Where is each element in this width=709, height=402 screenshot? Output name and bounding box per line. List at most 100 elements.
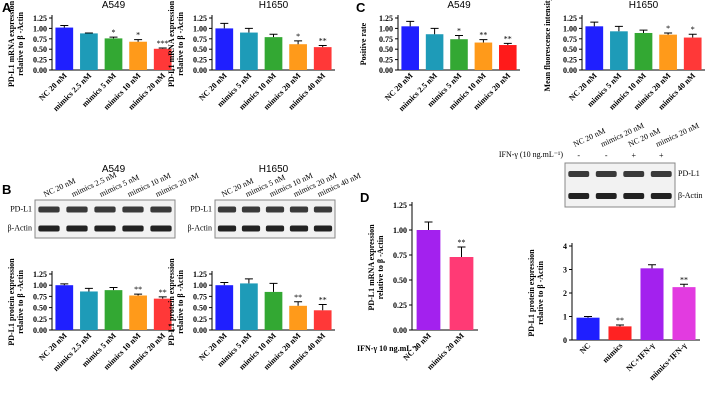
error-bar <box>457 246 466 257</box>
bar <box>634 32 653 70</box>
significance: ** <box>479 31 487 40</box>
y-axis-label: PD-L1 mRNA expression <box>7 0 16 87</box>
bar <box>683 37 702 70</box>
blot-sign: + <box>631 151 636 160</box>
blot-band <box>217 225 237 232</box>
y-tick-label: 0.25 <box>33 56 47 65</box>
bar <box>215 285 234 330</box>
error-bar <box>614 25 623 32</box>
y-tick-label: 2 <box>563 289 567 298</box>
y-tick-label: 1.25 <box>393 201 407 210</box>
y-tick-label: 0.50 <box>193 45 207 54</box>
bar <box>576 317 600 340</box>
y-tick-label: 0.00 <box>379 66 393 75</box>
significance: ** <box>294 293 302 302</box>
blot-frame <box>34 199 176 239</box>
significance: * <box>296 32 300 41</box>
significance: ** <box>680 275 688 284</box>
bar <box>416 230 441 330</box>
y-tick-label: 0.25 <box>33 315 47 324</box>
bar <box>104 290 123 330</box>
y-tick-label: 1 <box>563 313 567 322</box>
error-bar <box>294 40 303 45</box>
blot-band <box>650 171 672 177</box>
y-tick-label: 1.25 <box>193 270 207 279</box>
panel-label: A <box>2 0 12 15</box>
bar <box>153 298 172 330</box>
bar <box>55 27 74 70</box>
y-tick-label: 1.25 <box>33 14 47 23</box>
y-axis-label: relative to β -Actin <box>536 261 545 325</box>
blot-band <box>122 206 144 213</box>
significance: ** <box>616 316 624 325</box>
blot-frame <box>564 162 676 208</box>
bar <box>659 34 677 70</box>
y-tick-label: 0.25 <box>193 315 207 324</box>
blot-band <box>265 225 285 232</box>
bar <box>313 47 332 70</box>
error-bar <box>639 29 648 33</box>
blot-sign: - <box>605 151 608 160</box>
bar <box>240 32 258 70</box>
y-tick-label: 0.50 <box>33 45 47 54</box>
y-tick-label: 1.25 <box>193 14 207 23</box>
error-bar <box>244 27 253 33</box>
y-tick-label: 0.00 <box>563 66 577 75</box>
significance: ** <box>159 288 167 297</box>
significance: ** <box>134 285 142 294</box>
bar <box>153 48 172 70</box>
blot-band <box>122 225 144 232</box>
y-tick-label: 1.00 <box>33 281 47 290</box>
y-tick-label: 1.00 <box>193 281 207 290</box>
y-axis-label: PD-L1 mRNA expression <box>167 0 176 87</box>
y-axis-label: Positive rate <box>359 22 368 65</box>
y-tick-label: 1.00 <box>33 24 47 33</box>
significance: ** <box>504 34 512 43</box>
blot-band <box>623 171 645 177</box>
bar <box>264 37 283 70</box>
x-tick-label: NC+IFN-γ <box>624 341 656 373</box>
blot-row-label: β-Actin <box>678 191 703 200</box>
error-bar <box>158 296 167 299</box>
error-bar <box>60 283 69 286</box>
blot-lane-label: mimics 20 nM <box>654 121 700 149</box>
bar <box>640 268 664 340</box>
significance: * <box>457 26 461 35</box>
y-tick-label: 0 <box>563 336 567 345</box>
error-bar <box>479 39 488 43</box>
error-bar <box>294 301 303 306</box>
y-tick-label: 1.00 <box>563 24 577 33</box>
error-bar <box>688 33 697 38</box>
error-bar <box>406 20 415 27</box>
panel-label: C <box>356 0 366 15</box>
error-bar <box>269 33 278 38</box>
y-axis-label: PD-L1 mRNA expression <box>367 224 376 311</box>
error-bar <box>134 293 143 296</box>
blot-band <box>241 225 261 232</box>
bar <box>608 326 632 340</box>
y-tick-label: 0.00 <box>193 326 207 335</box>
significance: ** <box>319 36 327 45</box>
y-axis-label: Mean fluorescence intensity <box>543 0 552 91</box>
blot-band <box>595 193 617 199</box>
blot-band <box>623 193 645 199</box>
error-bar <box>664 32 673 35</box>
y-tick-label: 0.75 <box>393 251 407 260</box>
blot-sign: + <box>659 151 664 160</box>
y-axis-label: PD-L1 protein expression <box>527 249 536 337</box>
blot-band <box>568 171 590 177</box>
blot-band <box>66 225 88 232</box>
bar <box>672 287 696 340</box>
error-bar <box>158 47 167 49</box>
error-bar <box>590 21 599 27</box>
error-bar <box>424 221 433 230</box>
significance: * <box>136 31 140 40</box>
blot-band <box>38 225 60 232</box>
error-bar <box>109 286 118 291</box>
bar <box>474 42 493 70</box>
blot-band <box>150 206 172 213</box>
y-tick-label: 3 <box>563 266 567 275</box>
significance: *** <box>157 39 169 48</box>
blot-row-label: β-Actin <box>7 224 32 233</box>
